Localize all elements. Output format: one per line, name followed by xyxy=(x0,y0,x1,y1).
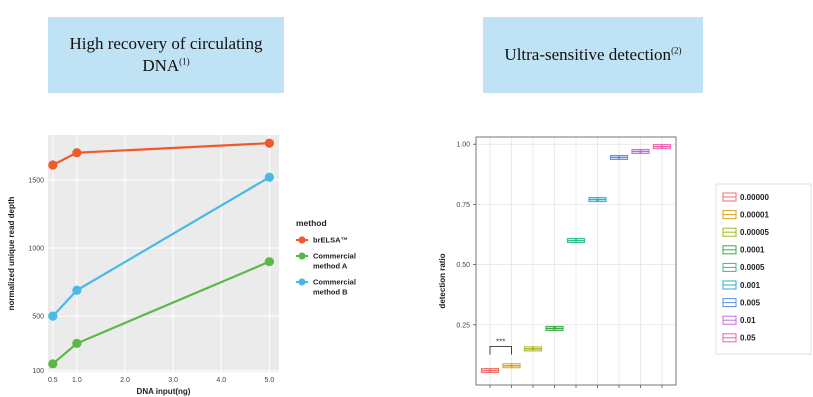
legend-label: Commercial xyxy=(313,252,356,261)
box-mean-point xyxy=(552,326,556,330)
legend-box xyxy=(715,183,812,355)
data-point xyxy=(48,359,58,369)
box xyxy=(480,368,500,374)
y-tick-label: 500 xyxy=(32,314,44,321)
y-tick-label: 0.50 xyxy=(456,262,470,269)
legend-key-box xyxy=(722,192,737,202)
data-point xyxy=(264,138,274,148)
y-tick-label: 100 xyxy=(32,368,44,375)
legend-title: method xyxy=(296,218,327,228)
y-tick-label: 1.00 xyxy=(456,142,470,149)
left-title-line1: High recovery of circulating xyxy=(69,34,263,53)
left-title-line2: DNA xyxy=(142,56,180,75)
x-tick-label: 1.0 xyxy=(72,377,82,384)
legend-key-point xyxy=(298,236,306,244)
legend-label: 0.00000 xyxy=(740,193,769,202)
legend-key-box xyxy=(722,280,737,290)
box xyxy=(609,154,629,160)
box-mean-point xyxy=(574,239,578,243)
legend-key-point xyxy=(298,278,306,286)
data-point xyxy=(48,311,58,321)
box xyxy=(502,363,521,369)
legend-label: 0.0001 xyxy=(740,246,765,255)
left-title-banner: High recovery of circulating DNA(1) xyxy=(48,17,284,93)
box-mean-point xyxy=(509,364,513,368)
box xyxy=(523,346,543,352)
plot-frame xyxy=(475,136,677,386)
legend-label: method B xyxy=(313,288,348,297)
legend-label: 0.0005 xyxy=(740,263,765,272)
legend-key-box xyxy=(722,298,737,308)
legend-label: 0.001 xyxy=(740,281,761,290)
box xyxy=(545,325,564,331)
box xyxy=(588,197,607,203)
right-title-banner: Ultra-sensitive detection(2) xyxy=(483,17,703,93)
data-point xyxy=(72,148,82,158)
box xyxy=(631,148,650,154)
legend-label: method A xyxy=(313,262,348,271)
box-mean-point xyxy=(660,145,664,149)
x-axis-label: DNA input(ng) xyxy=(137,387,191,396)
data-point xyxy=(48,160,58,170)
x-tick-label: 5.0 xyxy=(265,377,275,384)
significance-label: *** xyxy=(496,337,505,346)
y-tick-label: 0.25 xyxy=(456,322,470,329)
legend-key-box xyxy=(722,315,737,325)
legend-key-box xyxy=(722,227,737,237)
legend-label: brELSA™ xyxy=(313,236,348,245)
legend-key-box xyxy=(722,333,737,343)
box xyxy=(652,144,672,150)
y-axis-label: normalized unique read depth xyxy=(7,196,16,310)
y-tick-label: 0.75 xyxy=(456,202,470,209)
left-title-ref: (1) xyxy=(179,56,190,67)
legend-key-box xyxy=(722,245,737,255)
x-tick-label: 3.0 xyxy=(168,377,178,384)
legend-label: 0.01 xyxy=(740,316,756,325)
box-mean-point xyxy=(596,198,600,202)
legend-label: 0.00005 xyxy=(740,228,769,237)
data-point xyxy=(264,172,274,182)
x-tick-label: 2.0 xyxy=(120,377,130,384)
legend-label: 0.05 xyxy=(740,334,756,343)
plot-panel xyxy=(48,135,279,372)
box-mean-point xyxy=(531,347,535,351)
y-axis-label: detection ratio xyxy=(438,253,447,308)
legend-key-box xyxy=(722,210,737,220)
recovery-line-chart: 0.5 1.0 2.0 3.0 4.0 5.0 100 500 1000 1500 DNA inpu… xyxy=(7,135,368,396)
right-title-text: Ultra-sensitive detection xyxy=(504,45,672,64)
legend-label: Commercial xyxy=(313,278,356,287)
legend-key-point xyxy=(298,252,306,260)
data-point xyxy=(72,338,82,348)
right-title-ref: (2) xyxy=(671,45,682,56)
box-mean-point xyxy=(639,149,643,153)
x-tick-label: 4.0 xyxy=(216,377,226,384)
box xyxy=(566,238,586,244)
y-tick-label: 1500 xyxy=(28,177,44,184)
legend-label: 0.005 xyxy=(740,298,761,307)
data-point xyxy=(72,285,82,295)
box-mean-point xyxy=(488,369,492,373)
x-tick-label: 0.5 xyxy=(48,377,58,384)
legend-key-box xyxy=(722,262,737,272)
y-tick-label: 1000 xyxy=(28,246,44,253)
legend-box xyxy=(290,213,368,315)
box-mean-point xyxy=(617,155,621,159)
legend-label: 0.00001 xyxy=(740,210,769,219)
significance-bracket xyxy=(489,346,512,355)
data-point xyxy=(264,257,274,267)
